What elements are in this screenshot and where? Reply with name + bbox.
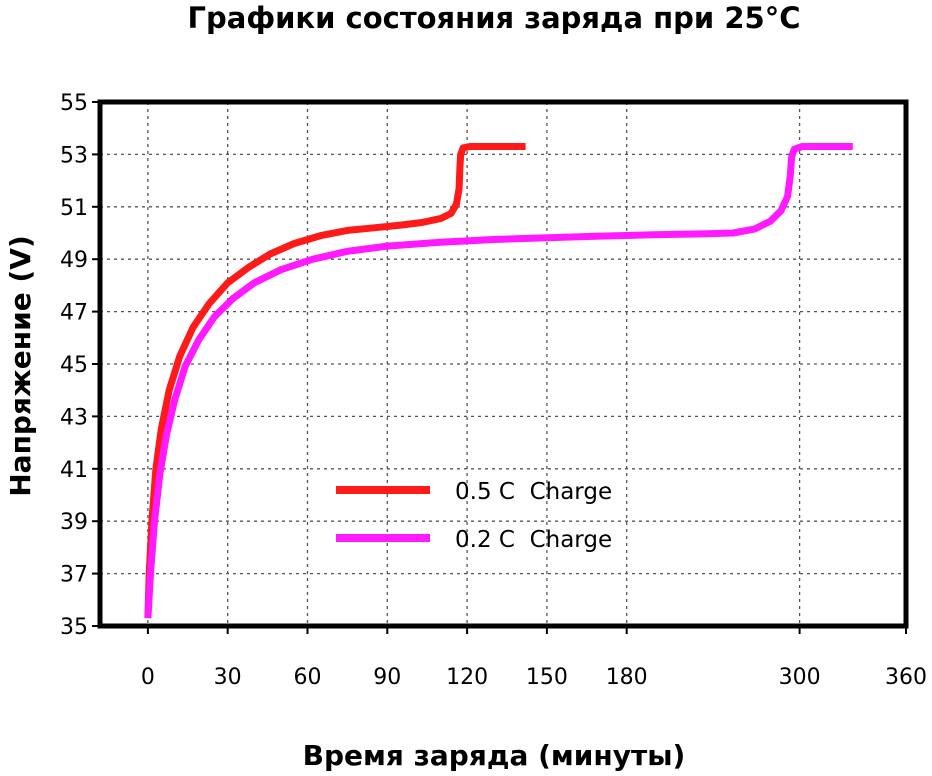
- y-tick-label: 39: [60, 510, 88, 535]
- y-tick-label: 51: [60, 196, 88, 221]
- y-tick-label: 35: [60, 615, 88, 640]
- legend-label-1: 0.5 C Charge: [455, 479, 612, 505]
- y-tick-label: 41: [60, 458, 88, 483]
- x-tick-label: 360: [885, 665, 927, 690]
- x-tick-label: 0: [141, 665, 155, 690]
- x-tick-label: 300: [779, 665, 821, 690]
- y-tick-label: 47: [60, 301, 88, 326]
- y-tick-label: 55: [60, 91, 88, 116]
- y-tick-label: 43: [60, 405, 88, 430]
- chart-title: Графики состояния заряда при 25°C: [188, 1, 801, 35]
- series-line-1: [144, 143, 526, 619]
- legend: 0.5 C Charge 0.2 C Charge: [336, 479, 612, 553]
- legend-label-2: 0.2 C Charge: [455, 527, 612, 553]
- series-layer: [144, 143, 853, 619]
- x-tick-label: 180: [606, 665, 648, 690]
- x-tick-label: 30: [214, 665, 242, 690]
- y-tick-label: 45: [60, 353, 88, 378]
- y-tick-label: 49: [60, 248, 88, 273]
- series-line-2: [144, 143, 853, 619]
- x-tick-label: 60: [293, 665, 321, 690]
- x-tick-label: 90: [373, 665, 401, 690]
- y-axis-label: Напряжение (V): [4, 235, 37, 497]
- x-tick-label: 150: [526, 665, 568, 690]
- y-tick-label: 53: [60, 143, 88, 168]
- y-tick-label: 37: [60, 563, 88, 588]
- x-axis-ticks: 0 30 60 90 120 150 180 300 360: [141, 626, 927, 690]
- x-tick-label: 120: [446, 665, 488, 690]
- y-axis-ticks: 35 37 39 41 43 45 47 49 51 53 55: [60, 91, 100, 640]
- x-axis-label: Время заряда (минуты): [303, 739, 686, 772]
